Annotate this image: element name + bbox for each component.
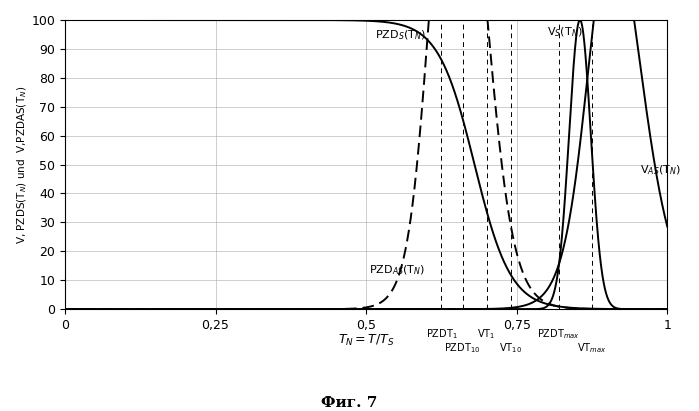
Text: VT$_1$: VT$_1$ [477, 327, 496, 341]
Text: V$_S$(T$_N$): V$_S$(T$_N$) [547, 26, 582, 39]
Text: PZDT$_1$: PZDT$_1$ [426, 327, 457, 341]
Text: PZDT$_{10}$: PZDT$_{10}$ [445, 341, 481, 355]
X-axis label: $T_N = T/T_S$: $T_N = T/T_S$ [338, 333, 394, 349]
Text: VT$_{10}$: VT$_{10}$ [499, 341, 522, 355]
Text: PZD$_{AS}$(T$_N$): PZD$_{AS}$(T$_N$) [369, 264, 426, 277]
Text: PZDT$_{max}$: PZDT$_{max}$ [538, 327, 580, 341]
Y-axis label: V, PZDS(T$_N$) und  V,PZDAS(T$_N$): V, PZDS(T$_N$) und V,PZDAS(T$_N$) [15, 85, 29, 244]
Text: Фиг. 7: Фиг. 7 [322, 396, 377, 410]
Text: V$_{AS}$(T$_N$): V$_{AS}$(T$_N$) [640, 164, 682, 177]
Text: PZD$_S$(T$_N$): PZD$_S$(T$_N$) [375, 29, 426, 42]
Text: VT$_{max}$: VT$_{max}$ [577, 341, 607, 355]
